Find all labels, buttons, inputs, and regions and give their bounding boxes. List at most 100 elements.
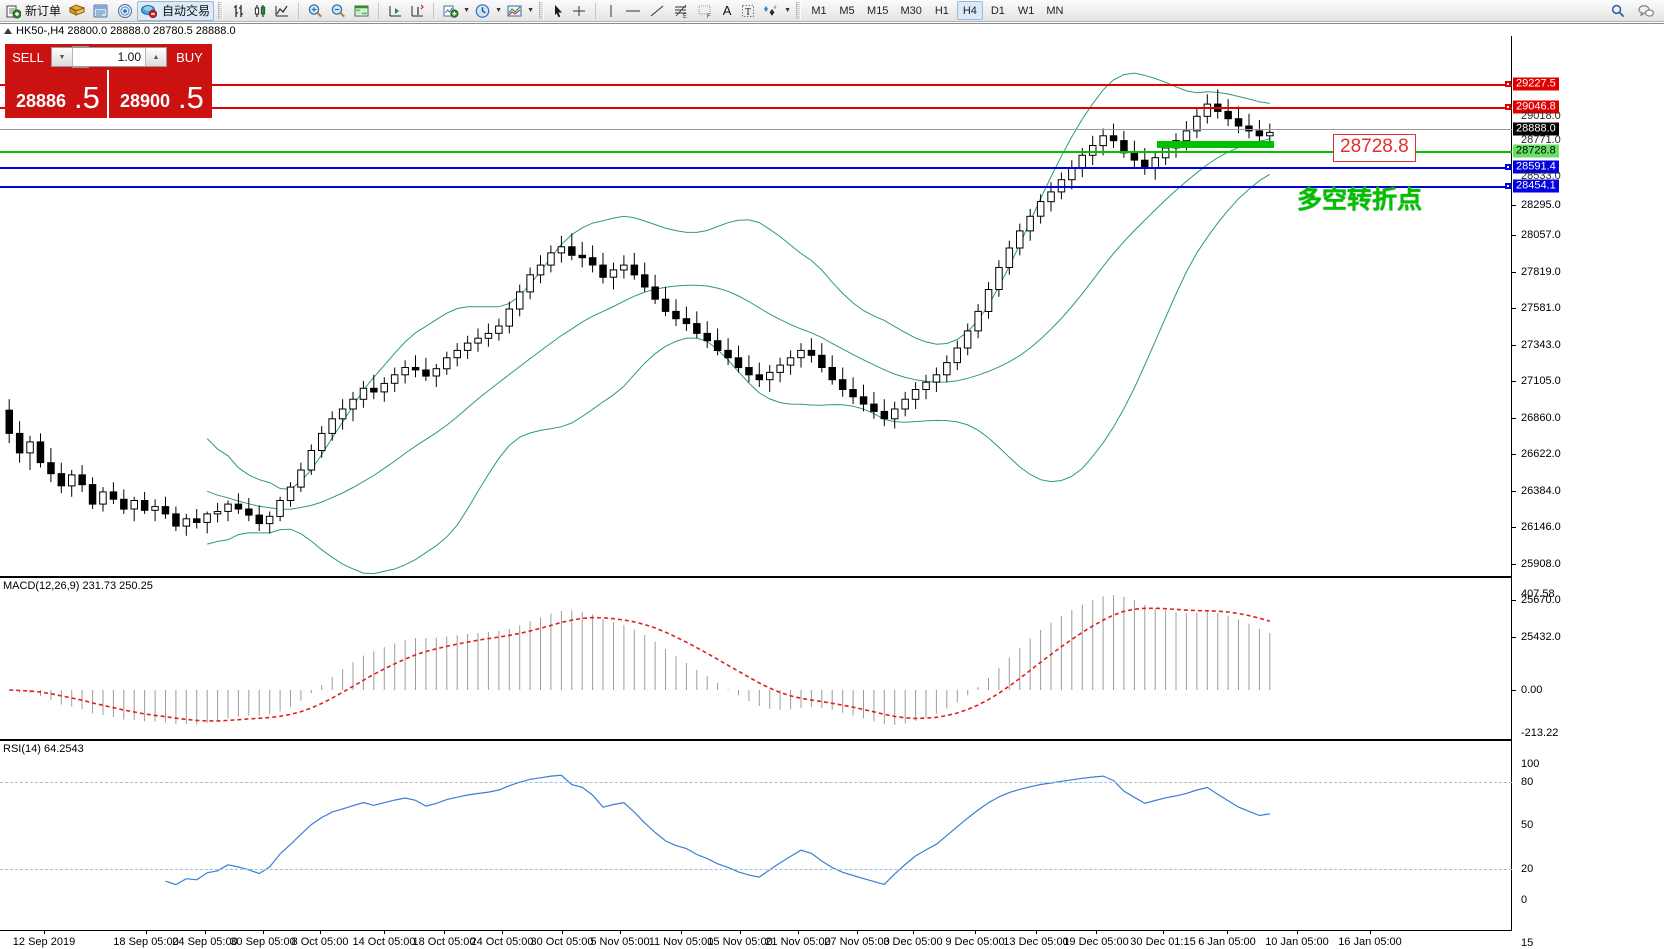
- equidistant-channel-button[interactable]: F: [693, 1, 717, 21]
- price-level-handle[interactable]: [1505, 183, 1511, 189]
- price-level-tag-last-price[interactable]: 28888.0: [1513, 122, 1559, 136]
- chart-window: HK50-,H4 28800.0 28888.0 28780.5 28888.0…: [0, 23, 1664, 949]
- price-axis-tick: [1512, 345, 1516, 346]
- price-axis: [1511, 36, 1512, 931]
- timeframe-m30[interactable]: M30: [900, 4, 922, 17]
- period-dropdown-arrow[interactable]: ▼: [495, 7, 502, 14]
- price-callout-box[interactable]: 28728.8: [1333, 134, 1416, 162]
- period-button[interactable]: [471, 1, 494, 21]
- market-watch-button[interactable]: [350, 1, 373, 21]
- price-level-line-last-price[interactable]: [0, 129, 1512, 130]
- search-button[interactable]: [1607, 1, 1629, 21]
- time-axis-label: 30 Sep 05:00: [230, 936, 296, 948]
- candlestick-chart-button[interactable]: [249, 1, 271, 21]
- price-level-tag-support-1[interactable]: 28591.4: [1513, 160, 1559, 174]
- vertical-line-button[interactable]: [601, 1, 621, 21]
- chart-plot-area[interactable]: 29227.5 29046.8 28888.0 28728.8 28591.4 28454…: [0, 36, 1664, 949]
- volume-increase-icon[interactable]: ▲: [145, 48, 166, 66]
- crosshair-icon: [571, 3, 587, 19]
- price-level-line-resistance-2[interactable]: [0, 84, 1512, 86]
- green-highlight-zone[interactable]: [1157, 141, 1274, 148]
- timeframe-h1[interactable]: H1: [934, 4, 949, 17]
- sell-price-integer: 28886: [16, 91, 67, 111]
- expert-advisor-button[interactable]: [65, 1, 89, 21]
- price-axis-label: 27105.0: [1521, 375, 1561, 387]
- price-axis-tick: [1512, 527, 1516, 528]
- price-level-line-support-2[interactable]: [0, 186, 1512, 188]
- price-level-handle[interactable]: [1505, 81, 1511, 87]
- price-level-tag-pivot-level[interactable]: 28728.8: [1513, 144, 1559, 158]
- price-level-handle[interactable]: [1505, 164, 1511, 170]
- macd-histogram: [19, 595, 1271, 725]
- price-axis-label: 28295.0: [1521, 199, 1561, 211]
- volume-input[interactable]: ▼ 1.00 ▲: [51, 47, 167, 67]
- timeframe-h4[interactable]: H4: [956, 1, 983, 20]
- chart-shift-button[interactable]: [384, 1, 406, 21]
- sell-price-cell[interactable]: 28886 .5: [5, 70, 109, 118]
- horizontal-line-button[interactable]: [621, 1, 645, 21]
- volume-value[interactable]: 1.00: [117, 50, 141, 64]
- timeframe-m5[interactable]: M5: [839, 4, 855, 17]
- indicators-dropdown-arrow[interactable]: ▼: [463, 7, 470, 14]
- buy-button[interactable]: BUY: [167, 44, 212, 70]
- price-level-tag-resistance-2[interactable]: 29227.5: [1513, 77, 1559, 91]
- volume-decrease-icon[interactable]: ▼: [52, 48, 73, 66]
- chat-icon: [1637, 3, 1655, 19]
- rsi-indicator-label[interactable]: RSI(14) 64.2543: [3, 743, 84, 755]
- text-label-button[interactable]: T: [737, 1, 759, 21]
- new-order-button[interactable]: 新订单: [2, 1, 65, 21]
- shapes-dropdown-arrow[interactable]: ▼: [784, 7, 791, 14]
- navigator-button[interactable]: [113, 1, 137, 21]
- buy-price-cell[interactable]: 28900 .5: [109, 70, 212, 118]
- restore-window-icon[interactable]: [4, 27, 12, 34]
- price-level-line-resistance-1[interactable]: [0, 107, 1512, 109]
- chinese-annotation-text[interactable]: 多空转折点: [1297, 185, 1423, 214]
- templates-dropdown-arrow[interactable]: ▼: [527, 7, 534, 14]
- price-axis-label: 26384.0: [1521, 485, 1561, 497]
- zoom-out-button[interactable]: [327, 1, 350, 21]
- price-axis-tick: [1512, 564, 1516, 565]
- price-level-handle[interactable]: [1505, 104, 1511, 110]
- price-level-tag-support-2[interactable]: 28454.1: [1513, 179, 1559, 193]
- one-click-trading-panel[interactable]: SELL ▼ BUY ▼ 1.00 ▲ 28886: [5, 44, 212, 118]
- price-axis-label-obscured: 29018.0: [1521, 110, 1561, 122]
- indicators-button[interactable]: [439, 1, 462, 21]
- expert-advisor-icon: [68, 3, 86, 19]
- line-chart-button[interactable]: [271, 1, 293, 21]
- zoom-in-button[interactable]: [304, 1, 327, 21]
- chat-button[interactable]: [1634, 1, 1658, 21]
- autotrading-icon: [140, 3, 158, 19]
- chart-canvas: [5, 72, 1274, 886]
- bar-chart-button[interactable]: [227, 1, 249, 21]
- price-axis-label: 25908.0: [1521, 558, 1561, 570]
- price-level-line-pivot-level[interactable]: [0, 151, 1512, 153]
- templates-button[interactable]: [503, 1, 526, 21]
- search-icon: [1610, 3, 1626, 19]
- timeframe-w1[interactable]: W1: [1017, 4, 1035, 17]
- data-window-button[interactable]: [89, 1, 113, 21]
- fibonacci-button[interactable]: E: [669, 1, 693, 21]
- timeframe-m1[interactable]: M1: [811, 4, 827, 17]
- timeframe-d1[interactable]: D1: [990, 4, 1005, 17]
- timeframe-mn[interactable]: MN: [1046, 4, 1064, 17]
- autotrading-button[interactable]: 自动交易: [137, 0, 215, 21]
- timeframe-m15[interactable]: M15: [867, 4, 889, 17]
- time-axis-label: 9 Dec 05:00: [945, 936, 1005, 948]
- price-level-line-support-1[interactable]: [0, 167, 1512, 169]
- svg-text:E: E: [683, 14, 687, 19]
- trendline-button[interactable]: [645, 1, 669, 21]
- cursor-button[interactable]: [548, 1, 568, 21]
- shapes-button[interactable]: [759, 1, 783, 21]
- rsi-oversold-line: [0, 869, 1512, 870]
- macd-indicator-label[interactable]: MACD(12,26,9) 231.73 250.25: [3, 580, 153, 592]
- text-button[interactable]: A: [717, 1, 737, 21]
- macd-panel-divider[interactable]: [0, 576, 1512, 578]
- rsi-panel-divider[interactable]: [0, 739, 1512, 741]
- auto-scroll-button[interactable]: [406, 1, 428, 21]
- price-axis-tick: [1512, 454, 1516, 455]
- sell-button[interactable]: SELL: [5, 44, 51, 70]
- toolbar-separator: [595, 2, 597, 19]
- crosshair-button[interactable]: [568, 1, 590, 21]
- price-level-tag-resistance-1[interactable]: 29046.8: [1513, 100, 1559, 114]
